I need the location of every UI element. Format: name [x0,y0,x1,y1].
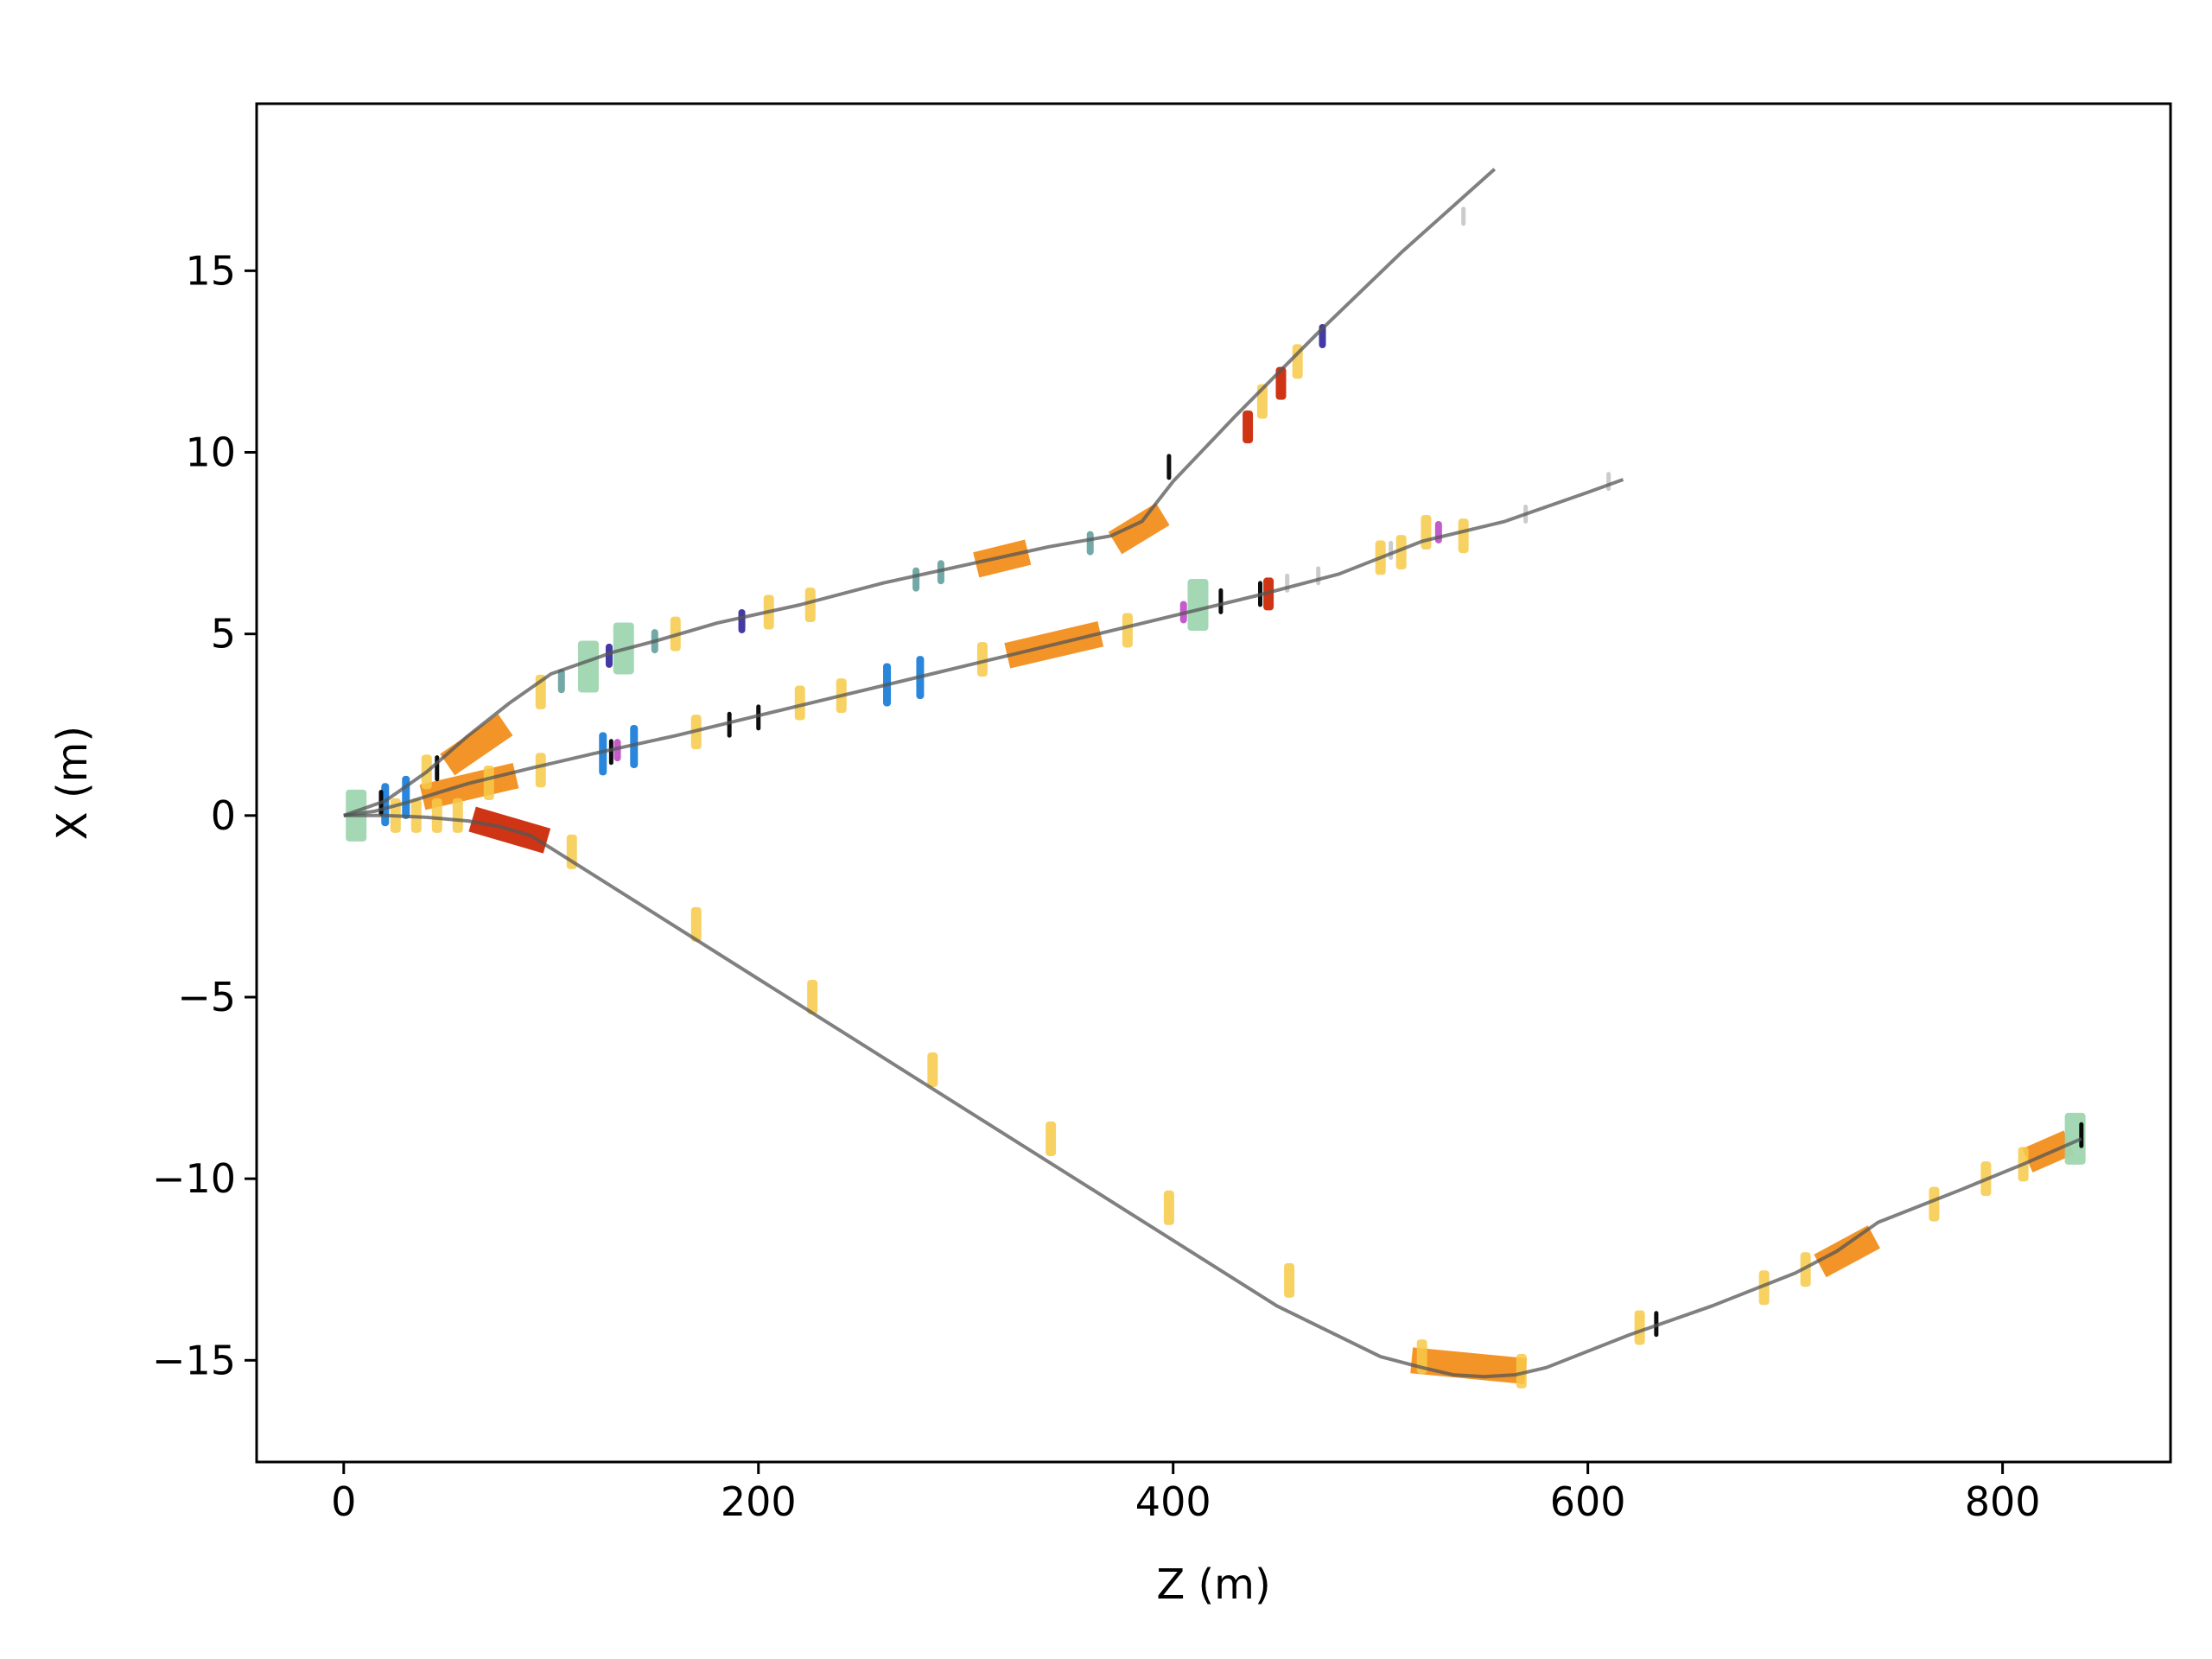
y-tick-label-6: 10 [185,429,236,476]
quadrupole-18 [1421,514,1432,550]
quadrupole-26 [927,1052,938,1088]
y-tick-label-4: 0 [211,792,236,839]
corrector-4 [630,724,639,768]
monitor-7 [1218,588,1224,614]
marker-magenta-3 [1434,520,1442,543]
y-tick-label-2: −10 [152,1155,236,1202]
y-tick-label-7: 15 [185,247,236,294]
dipole-orange-1 [440,714,513,776]
y-axis-ticks: −15 −10 −5 0 5 10 15 [152,247,257,1383]
corrector-3 [599,732,607,776]
y-tick-label-3: −5 [177,974,236,1020]
beamline-2 [343,478,1624,817]
quadrupole-9 [794,685,805,721]
x-tick-label-2: 200 [721,1478,797,1525]
quadrupole-7 [535,753,546,788]
quadrupole-25 [807,979,818,1014]
monitor-4 [727,711,732,738]
quadrupole-12 [1122,613,1133,648]
plot-frame [255,102,2172,1464]
collimator-5 [937,560,944,585]
drift-grey-3 [1389,540,1394,560]
x-tick-label-5: 800 [1965,1478,2041,1525]
monitor-6 [1166,454,1172,480]
quadrupole-29 [1284,1262,1295,1298]
quadrupole-27 [1046,1121,1057,1156]
quadrupole-32 [1634,1310,1645,1345]
quadrupole-15 [1458,518,1469,554]
collimator-3 [912,567,920,592]
drift-grey-6 [1461,207,1466,226]
x-axis-label: Z (m) [1156,1560,1270,1609]
quadrupole-5 [804,588,816,623]
drift-grey-2 [1316,566,1321,586]
monitor-10 [2079,1122,2084,1148]
quadrupole-21 [431,798,442,833]
marker-magenta-1 [613,739,621,762]
beamline-series [343,168,2082,1379]
monitor-2 [435,755,440,782]
dipole-orange-6 [1410,1347,1528,1384]
dipole-orange-5 [1108,503,1170,555]
solenoid-4 [1187,579,1209,632]
y-tick-label-5: 5 [211,611,236,658]
beamline-3 [343,813,2082,1379]
x-tick-label-3: 400 [1135,1478,1211,1525]
quadrupole-11 [976,642,988,677]
x-tick-label-4: 600 [1550,1478,1626,1525]
collimator-4 [1086,531,1094,556]
quadrupole-31 [1516,1353,1527,1389]
kicker-3 [605,643,613,668]
monitor-3 [608,739,613,766]
monitor-5 [756,704,761,731]
y-tick-label-1: −15 [152,1337,236,1383]
quadrupole-24 [690,906,702,942]
quadrupole-28 [1163,1190,1174,1225]
dipole-orange-7 [1814,1225,1880,1278]
quadrupole-6 [483,766,494,800]
x-axis-ticks: 0 200 400 600 800 [331,1462,2041,1525]
dipole-red-2 [1243,410,1254,444]
quadrupole-33 [1758,1270,1770,1306]
corrector-2 [402,775,410,819]
quadrupole-14 [1395,535,1407,570]
drift-grey-5 [1606,472,1611,492]
quadrupole-35 [1929,1186,1940,1222]
collimator-1 [557,669,565,694]
x-tick-label-1: 0 [331,1478,356,1525]
quadrupole-22 [452,798,463,833]
y-axis-label: X (m) [48,726,97,840]
beamline-1 [343,168,1497,817]
solenoid-2 [577,640,599,693]
kicker-1 [738,608,746,633]
